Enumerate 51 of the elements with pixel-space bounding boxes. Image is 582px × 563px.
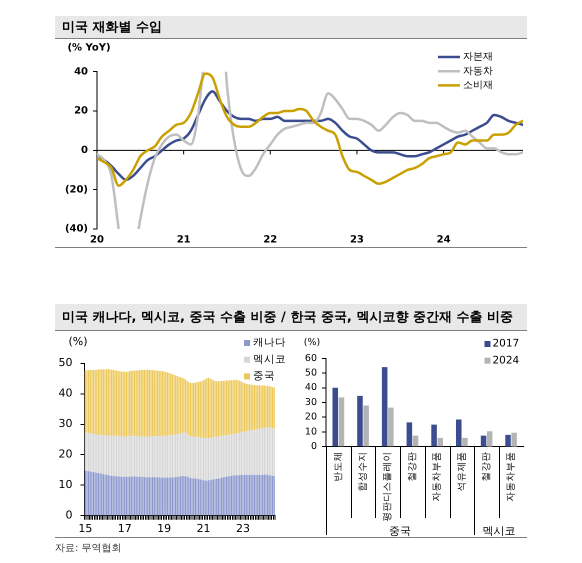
legend-label: 자동차 — [463, 66, 493, 77]
x-tick-label: 평판디스플레이 — [382, 452, 394, 522]
y-axis-title: (% YoY) — [67, 42, 111, 54]
legend-label: 멕시코 — [253, 353, 286, 366]
x-tick-label: 철강판 — [406, 452, 418, 482]
y-tick-label: 40 — [74, 66, 88, 78]
y-tick-label: 50 — [58, 356, 72, 370]
y-tick-label: 0 — [66, 508, 72, 522]
y-axis-title: (%) — [304, 336, 320, 348]
x-tick-label: 21 — [196, 522, 211, 536]
x-tick-label: 자동차부품 — [432, 452, 443, 502]
legend-label: 자본재 — [463, 52, 493, 63]
y-tick-label: (20) — [64, 184, 88, 196]
x-tick-label: 20 — [90, 234, 104, 246]
y-tick-label: 20 — [304, 412, 317, 423]
y-tick-label: 10 — [58, 478, 72, 492]
x-tick-label: 24 — [436, 234, 451, 246]
y-tick-label: 40 — [304, 382, 317, 394]
x-tick-label: 17 — [118, 522, 132, 536]
x-tick-label: 합성수지 — [358, 452, 369, 492]
x-tick-label: 15 — [78, 522, 92, 536]
y-tick-label: 50 — [304, 368, 317, 378]
chart-title: 미국 캐나다, 멕시코, 중국 수출 비중 / 한국 중국, 멕시코향 중간재 수출 비중 — [62, 309, 513, 326]
x-tick-label: 자동차부품 — [506, 452, 517, 502]
y-tick-label: 20 — [74, 106, 88, 117]
x-tick-label: 철강판 — [481, 452, 492, 482]
y-tick-label: (40) — [64, 224, 88, 235]
x-tick-label: 21 — [176, 234, 191, 246]
x-tick-label: 23 — [236, 522, 250, 536]
legend-label: 중국 — [253, 370, 275, 382]
y-tick-label: 30 — [304, 396, 317, 408]
legend-label: 소비재 — [463, 80, 493, 91]
x-tick-label: 22 — [263, 234, 278, 246]
text: 자료: 무역협회 — [55, 542, 122, 555]
y-axis-title: (%) — [68, 335, 88, 348]
legend-label: 2017 — [492, 338, 520, 350]
legend-label: 캐나다 — [253, 336, 286, 349]
chart-title: 미국 재화별 수입 — [62, 19, 162, 36]
legend-label: 2024 — [492, 354, 520, 366]
y-tick-label: 0 — [81, 144, 88, 156]
y-tick-label: 0 — [310, 441, 317, 452]
x-axis-title: 중국 — [389, 524, 412, 538]
x-axis-title: 멕시코 — [482, 524, 516, 538]
x-tick-label: 19 — [157, 522, 172, 536]
y-tick-label: 40 — [58, 386, 72, 400]
y-tick-label: 60 — [304, 352, 317, 364]
x-tick-label: 23 — [350, 234, 364, 246]
y-tick-label: 10 — [304, 426, 317, 438]
x-tick-label: 반도체 — [332, 452, 344, 482]
y-tick-label: 30 — [58, 417, 72, 430]
x-tick-label: 석유제품 — [456, 452, 468, 492]
